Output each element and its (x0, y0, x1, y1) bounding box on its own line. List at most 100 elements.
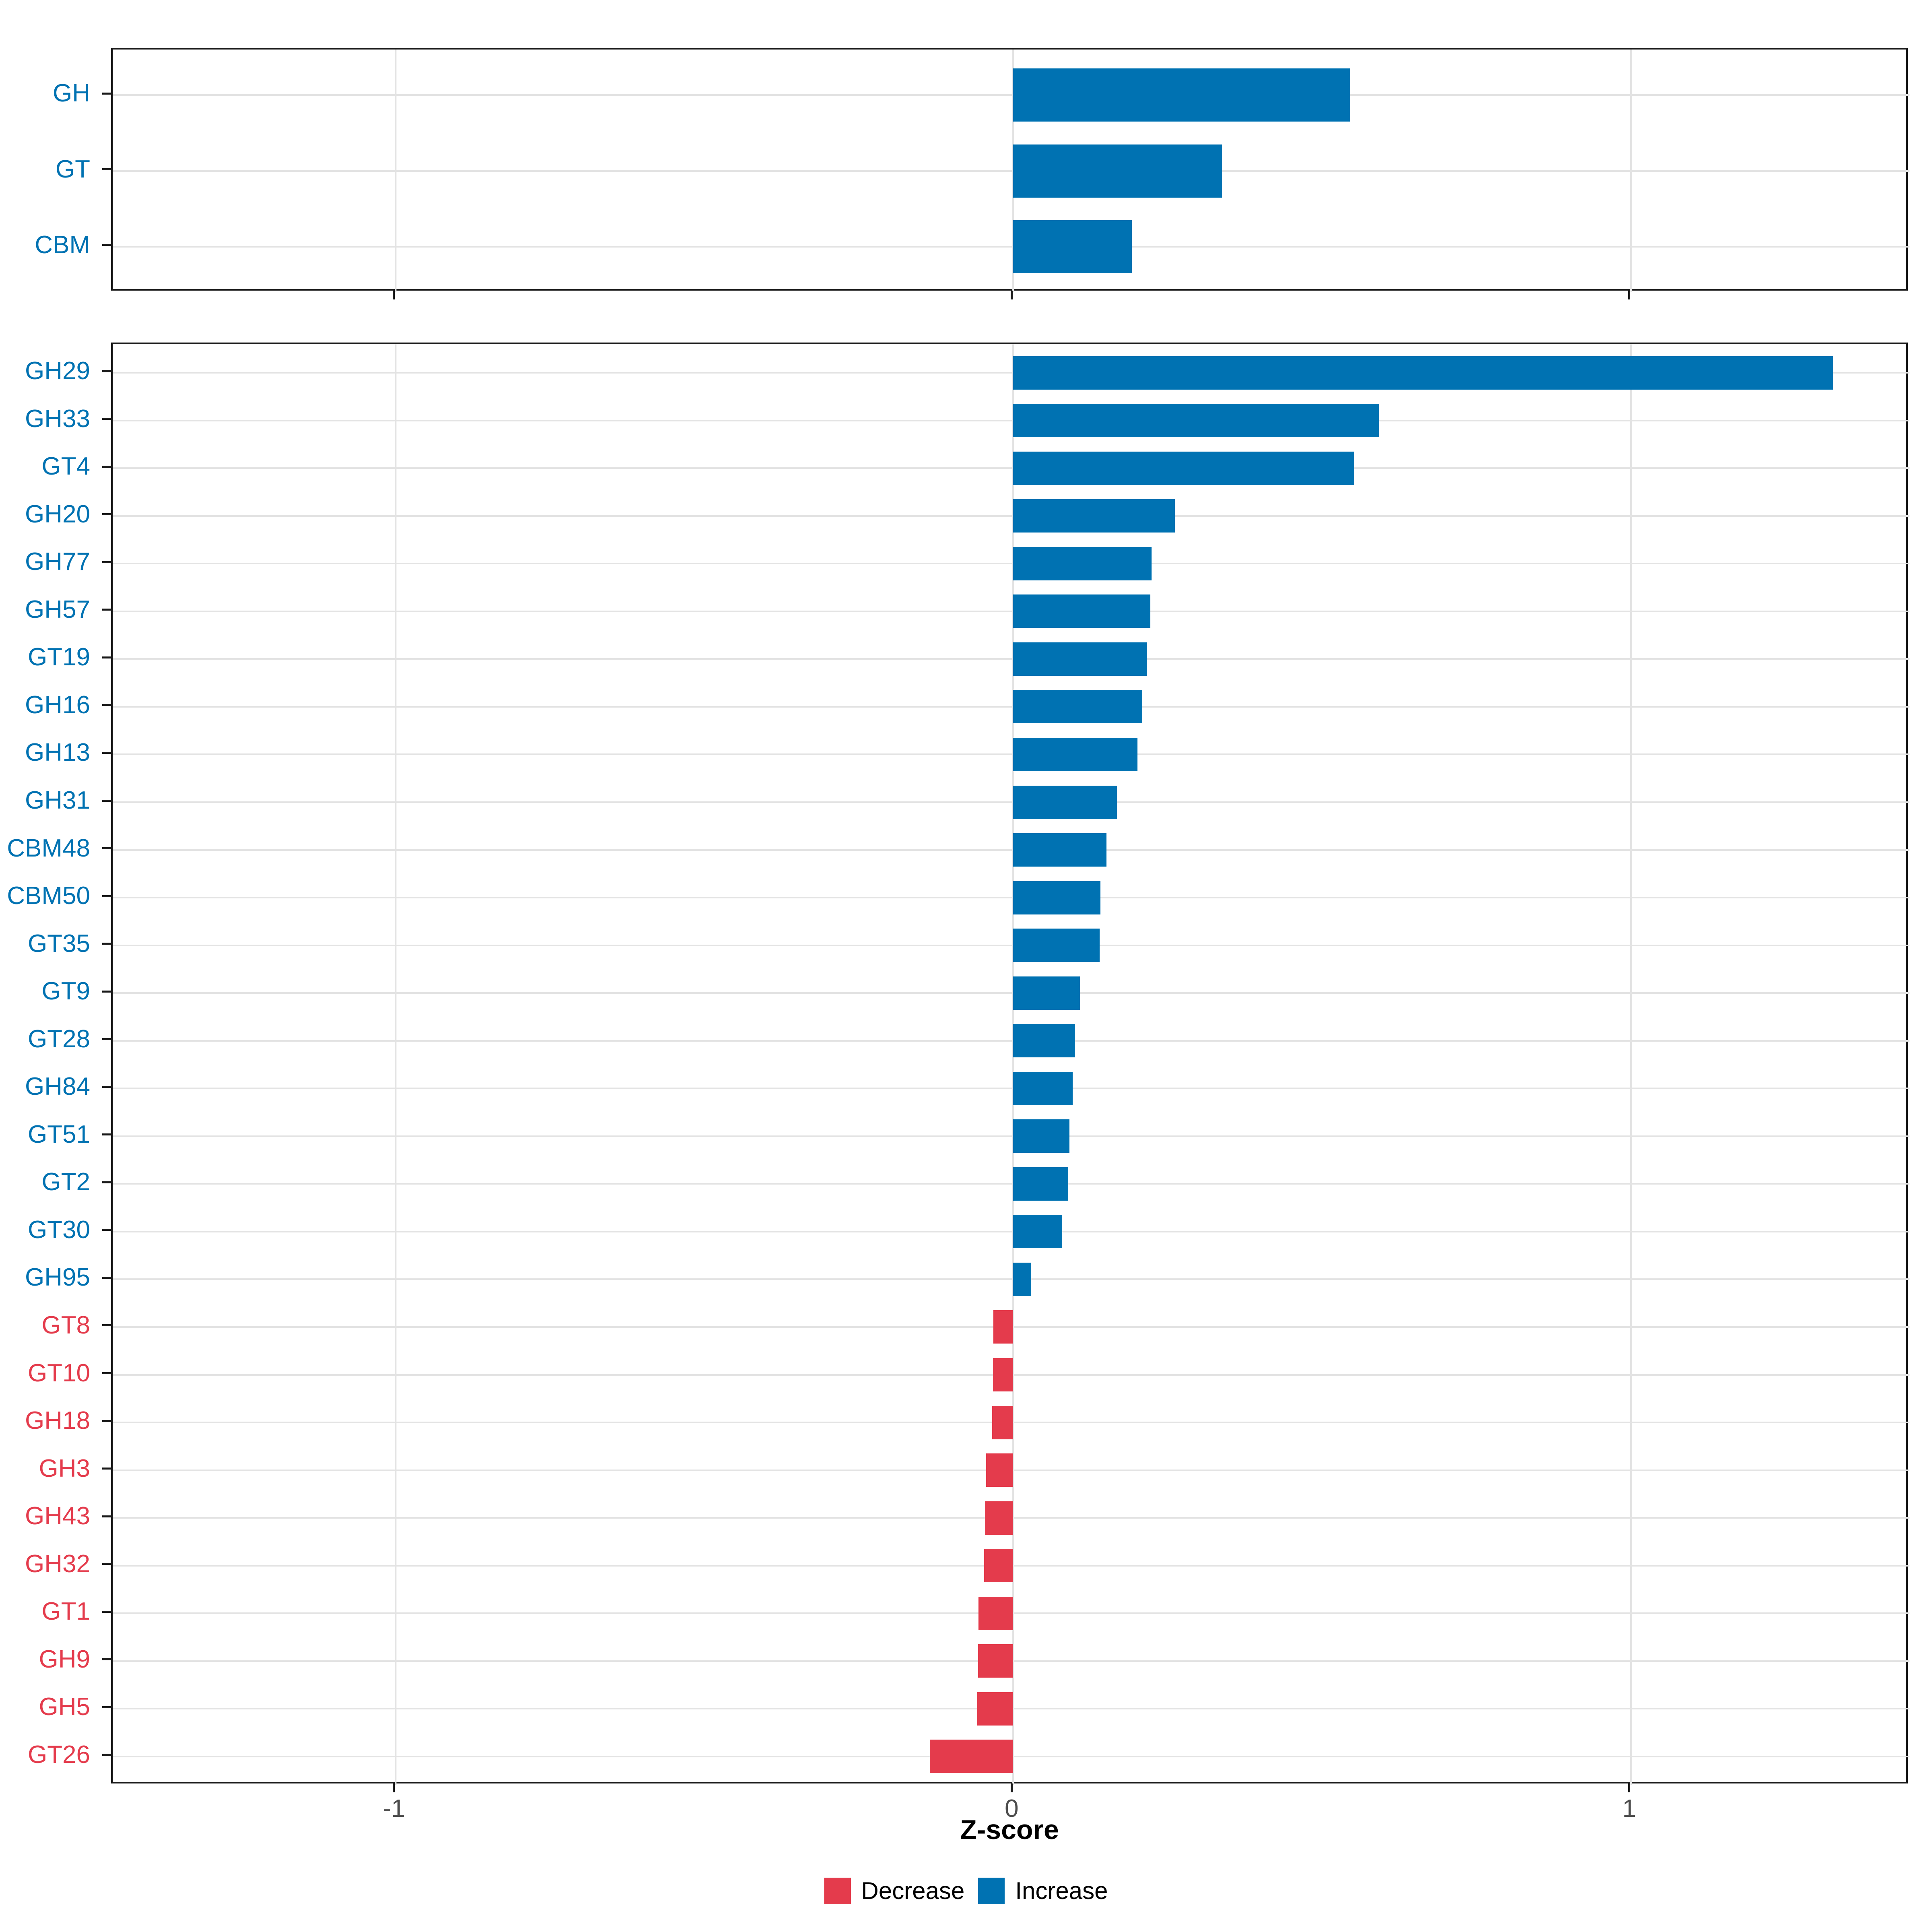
legend-label-decrease: Decrease (861, 1877, 965, 1904)
y-tick (102, 1420, 111, 1422)
category-label-CBM: CBM (35, 231, 90, 259)
y-gridline (113, 658, 1909, 660)
y-tick (102, 1229, 111, 1231)
y-tick (102, 799, 111, 802)
y-gridline (113, 1040, 1909, 1042)
y-tick (102, 656, 111, 658)
y-tick (102, 1324, 111, 1327)
category-label-GH43: GH43 (25, 1502, 90, 1530)
bar-GH13 (1013, 737, 1137, 771)
category-label-GH32: GH32 (25, 1550, 90, 1578)
x-tick-label: -1 (383, 1795, 405, 1823)
category-label-GT30: GT30 (27, 1216, 90, 1244)
y-gridline (113, 1135, 1909, 1137)
y-tick (102, 847, 111, 850)
category-label-GT35: GT35 (27, 929, 90, 958)
y-gridline (113, 992, 1909, 994)
y-gridline (113, 94, 1909, 96)
y-tick (102, 1706, 111, 1708)
category-label-GT26: GT26 (27, 1740, 90, 1769)
category-label-GH9: GH9 (39, 1645, 90, 1673)
y-tick (102, 895, 111, 897)
category-label-GT4: GT4 (41, 452, 90, 481)
bar-GT4 (1013, 451, 1354, 485)
bar-CBM48 (1013, 833, 1107, 867)
bar-CBM50 (1013, 881, 1100, 914)
y-tick (102, 1658, 111, 1661)
y-tick (102, 513, 111, 516)
y-tick (102, 1038, 111, 1040)
y-tick (102, 1563, 111, 1565)
x-tick-label: 0 (1005, 1795, 1019, 1823)
bar-GT51 (1013, 1119, 1069, 1153)
category-label-CBM48: CBM48 (7, 834, 90, 862)
bar-GT1 (978, 1596, 1013, 1630)
x-tick (1010, 291, 1013, 299)
category-label-GH5: GH5 (39, 1693, 90, 1721)
x-axis-title: Z-score (960, 1814, 1059, 1845)
y-gridline (113, 419, 1909, 421)
y-tick (102, 1468, 111, 1470)
bar-GH57 (1013, 594, 1151, 628)
y-gridline (113, 372, 1909, 374)
y-tick (102, 1515, 111, 1517)
category-label-CBM50: CBM50 (7, 882, 90, 910)
y-tick (102, 561, 111, 563)
y-tick (102, 370, 111, 372)
x-tick (1010, 1783, 1013, 1792)
y-tick (102, 609, 111, 611)
panel-family-detail (111, 343, 1909, 1785)
increase-swatch (978, 1878, 1005, 1904)
category-label-GH33: GH33 (25, 405, 90, 433)
bar-GT9 (1013, 976, 1080, 1010)
legend: Decrease Increase (824, 1878, 1108, 1904)
x-tick (1628, 291, 1631, 299)
category-label-GT: GT (55, 155, 90, 183)
legend-label-increase: Increase (1015, 1877, 1108, 1904)
x-tick (1628, 1783, 1631, 1792)
bar-GH33 (1013, 404, 1379, 438)
bar-GH29 (1013, 356, 1833, 390)
y-tick (102, 1181, 111, 1183)
bar-GT10 (993, 1358, 1013, 1392)
category-label-GT19: GT19 (27, 643, 90, 671)
y-tick (102, 704, 111, 706)
y-gridline (113, 563, 1909, 565)
category-label-GH95: GH95 (25, 1263, 90, 1292)
y-tick (102, 1754, 111, 1756)
category-label-GH29: GH29 (25, 357, 90, 385)
category-label-GH57: GH57 (25, 595, 90, 623)
x-gridline (394, 344, 396, 1785)
bar-GH43 (985, 1501, 1013, 1535)
panel-class-summary (111, 48, 1909, 292)
bar-GT35 (1013, 929, 1100, 962)
y-tick (102, 418, 111, 420)
bar-GT (1013, 144, 1222, 198)
category-label-GT28: GT28 (27, 1025, 90, 1053)
category-label-GT51: GT51 (27, 1120, 90, 1148)
bar-GT8 (993, 1310, 1013, 1344)
y-gridline (113, 1088, 1909, 1090)
category-label-GH18: GH18 (25, 1407, 90, 1435)
bar-CBM (1013, 220, 1132, 273)
y-tick (102, 244, 111, 246)
bar-GH77 (1013, 547, 1152, 580)
x-gridline (1630, 344, 1632, 1785)
y-gridline (113, 1183, 1909, 1185)
category-label-GH77: GH77 (25, 548, 90, 576)
category-label-GH31: GH31 (25, 786, 90, 814)
legend-entry-increase: Increase (978, 1878, 1108, 1904)
bar-GH32 (984, 1549, 1013, 1583)
category-label-GT1: GT1 (41, 1598, 90, 1626)
category-label-GH20: GH20 (25, 500, 90, 528)
bar-GH16 (1013, 690, 1143, 724)
category-label-GH84: GH84 (25, 1073, 90, 1101)
y-gridline (113, 1230, 1909, 1232)
y-gridline (113, 1278, 1909, 1280)
x-tick (393, 291, 395, 299)
legend-entry-decrease: Decrease (824, 1877, 965, 1904)
x-tick (393, 1783, 395, 1792)
y-gridline (113, 849, 1909, 851)
x-gridline (1012, 344, 1014, 1785)
bar-GT26 (930, 1740, 1013, 1773)
